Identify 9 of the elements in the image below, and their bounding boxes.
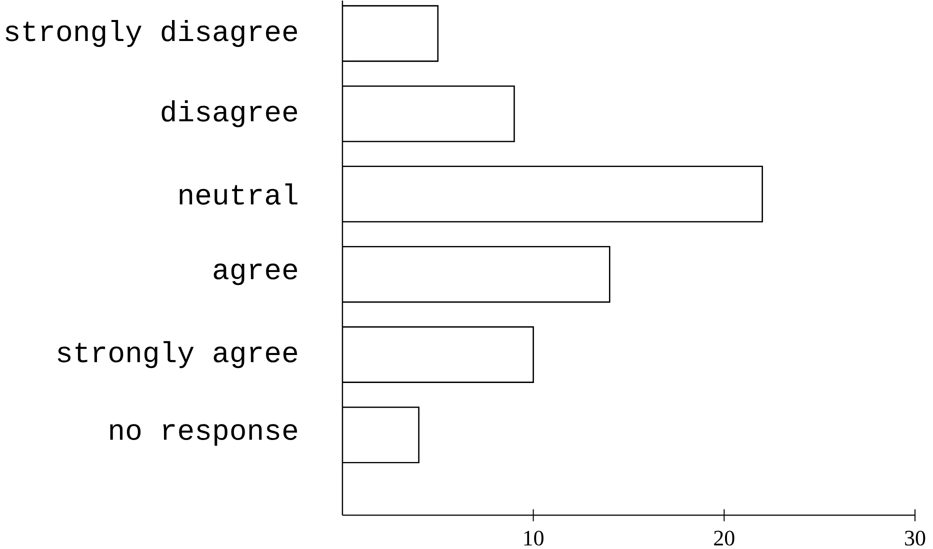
- y-tick-label: neutral: [180, 183, 298, 205]
- x-tick-label: 30: [905, 530, 926, 546]
- y-tick-label: strongly agree: [58, 341, 298, 368]
- x-tick-label: 20: [714, 530, 734, 546]
- y-tick-label: no response: [110, 424, 298, 446]
- y-tick-label: agree: [214, 264, 298, 286]
- y-tick-label: disagree: [162, 100, 298, 128]
- y-tick-label: strongly disagree: [6, 20, 297, 48]
- x-tick-label: 10: [524, 530, 544, 546]
